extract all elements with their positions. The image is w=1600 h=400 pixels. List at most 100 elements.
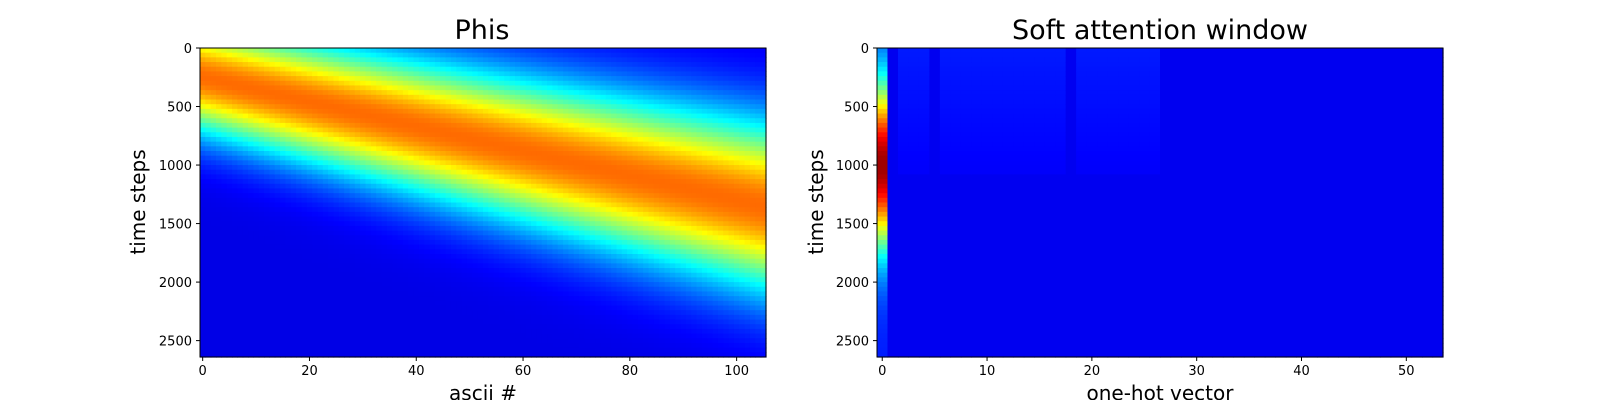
heatmap-cell bbox=[579, 174, 586, 180]
heatmap-cell bbox=[552, 225, 559, 232]
heatmap-cell bbox=[579, 85, 586, 91]
heatmap-cell bbox=[557, 296, 564, 302]
heatmap-cell bbox=[541, 328, 548, 335]
heatmap-cell bbox=[365, 104, 372, 110]
heatmap-cell bbox=[248, 216, 254, 222]
heatmap-cell bbox=[483, 113, 489, 119]
heatmap-cell bbox=[525, 113, 532, 119]
heatmap-cell bbox=[242, 211, 249, 218]
heatmap-cell bbox=[322, 286, 329, 293]
heatmap-cell bbox=[557, 127, 564, 133]
heatmap-cell bbox=[499, 104, 505, 110]
heatmap-cell bbox=[269, 286, 276, 293]
heatmap-cell bbox=[595, 254, 602, 260]
heatmap-cell bbox=[456, 291, 463, 297]
heatmap-cell bbox=[306, 235, 313, 241]
heatmap-cell bbox=[525, 179, 532, 185]
heatmap-cell bbox=[445, 52, 452, 58]
heatmap-cell bbox=[242, 216, 249, 222]
heatmap-cell bbox=[397, 202, 404, 208]
heatmap-cell bbox=[579, 80, 586, 87]
heatmap-cell bbox=[306, 76, 313, 82]
heatmap-cell bbox=[312, 296, 319, 302]
heatmap-cell bbox=[210, 179, 217, 185]
heatmap-cell bbox=[488, 165, 495, 171]
heatmap-cell bbox=[493, 62, 500, 68]
heatmap-cell bbox=[210, 263, 217, 269]
heatmap-cell bbox=[499, 268, 505, 274]
heatmap-cell bbox=[242, 193, 249, 199]
heatmap-cell bbox=[376, 80, 383, 87]
heatmap-cell bbox=[386, 211, 393, 218]
heatmap-cell bbox=[440, 146, 447, 152]
heatmap-cell bbox=[344, 272, 351, 279]
heatmap-cell bbox=[301, 342, 308, 349]
heatmap-cell bbox=[360, 136, 367, 143]
heatmap-cell bbox=[370, 155, 377, 161]
heatmap-cell bbox=[322, 113, 329, 119]
heatmap-cell bbox=[397, 258, 404, 264]
heatmap-cell bbox=[440, 286, 447, 293]
heatmap-cell bbox=[317, 239, 324, 246]
heatmap-cell bbox=[557, 132, 564, 138]
heatmap-cell bbox=[456, 328, 463, 335]
heatmap-cell bbox=[349, 155, 356, 161]
heatmap-cell bbox=[557, 94, 564, 101]
heatmap-cell bbox=[242, 300, 249, 307]
heatmap-cell bbox=[429, 188, 436, 194]
heatmap-cell bbox=[274, 193, 281, 199]
heatmap-cell bbox=[205, 169, 212, 176]
heatmap-cell bbox=[568, 193, 575, 199]
heatmap-cell bbox=[461, 174, 468, 180]
heatmap-cell bbox=[210, 277, 217, 283]
heatmap-cell bbox=[525, 71, 532, 77]
heatmap-cell bbox=[301, 254, 308, 260]
heatmap-cell bbox=[483, 183, 489, 190]
heatmap-cell bbox=[232, 197, 238, 204]
heatmap-cell bbox=[253, 160, 260, 166]
heatmap-cell bbox=[595, 155, 602, 161]
heatmap-cell bbox=[541, 193, 548, 199]
heatmap-cell bbox=[216, 71, 222, 77]
heatmap-cell bbox=[466, 286, 473, 293]
heatmap-cell bbox=[504, 52, 511, 58]
heatmap-cell bbox=[493, 333, 500, 339]
heatmap-cell bbox=[242, 338, 249, 344]
heatmap-cell bbox=[445, 282, 452, 288]
heatmap-cell bbox=[237, 272, 244, 279]
heatmap-cell bbox=[584, 338, 591, 344]
heatmap-cell bbox=[296, 254, 303, 260]
heatmap-cell bbox=[392, 207, 399, 213]
heatmap-cell bbox=[563, 244, 570, 250]
heatmap-cell bbox=[573, 71, 580, 77]
heatmap-cell bbox=[557, 48, 564, 54]
heatmap-cell bbox=[258, 342, 265, 349]
heatmap-cell bbox=[317, 221, 324, 227]
heatmap-cell bbox=[563, 328, 570, 335]
heatmap-cell bbox=[237, 342, 244, 349]
heatmap-cell bbox=[258, 197, 265, 204]
heatmap-cell bbox=[344, 197, 351, 204]
heatmap-cell bbox=[499, 305, 505, 311]
heatmap-cell bbox=[264, 118, 271, 124]
heatmap-cell bbox=[338, 202, 345, 208]
heatmap-cell bbox=[344, 160, 351, 166]
heatmap-cell bbox=[370, 319, 377, 325]
heatmap-cell bbox=[280, 66, 287, 73]
heatmap-cell bbox=[541, 160, 548, 166]
heatmap-cell bbox=[499, 310, 505, 316]
heatmap-cell bbox=[226, 80, 233, 87]
heatmap-cell bbox=[274, 71, 281, 77]
heatmap-cell bbox=[461, 113, 468, 119]
heatmap-cell bbox=[434, 319, 441, 325]
heatmap-cell bbox=[493, 165, 500, 171]
heatmap-cell bbox=[520, 141, 527, 147]
heatmap-cell bbox=[536, 118, 543, 124]
heatmap-cell bbox=[344, 216, 351, 222]
heatmap-cell bbox=[536, 338, 543, 344]
heatmap-cell bbox=[210, 90, 217, 96]
heatmap-cell bbox=[333, 347, 340, 353]
heatmap-cell bbox=[520, 216, 527, 222]
heatmap-cell bbox=[525, 221, 532, 227]
heatmap-cell bbox=[531, 249, 537, 255]
